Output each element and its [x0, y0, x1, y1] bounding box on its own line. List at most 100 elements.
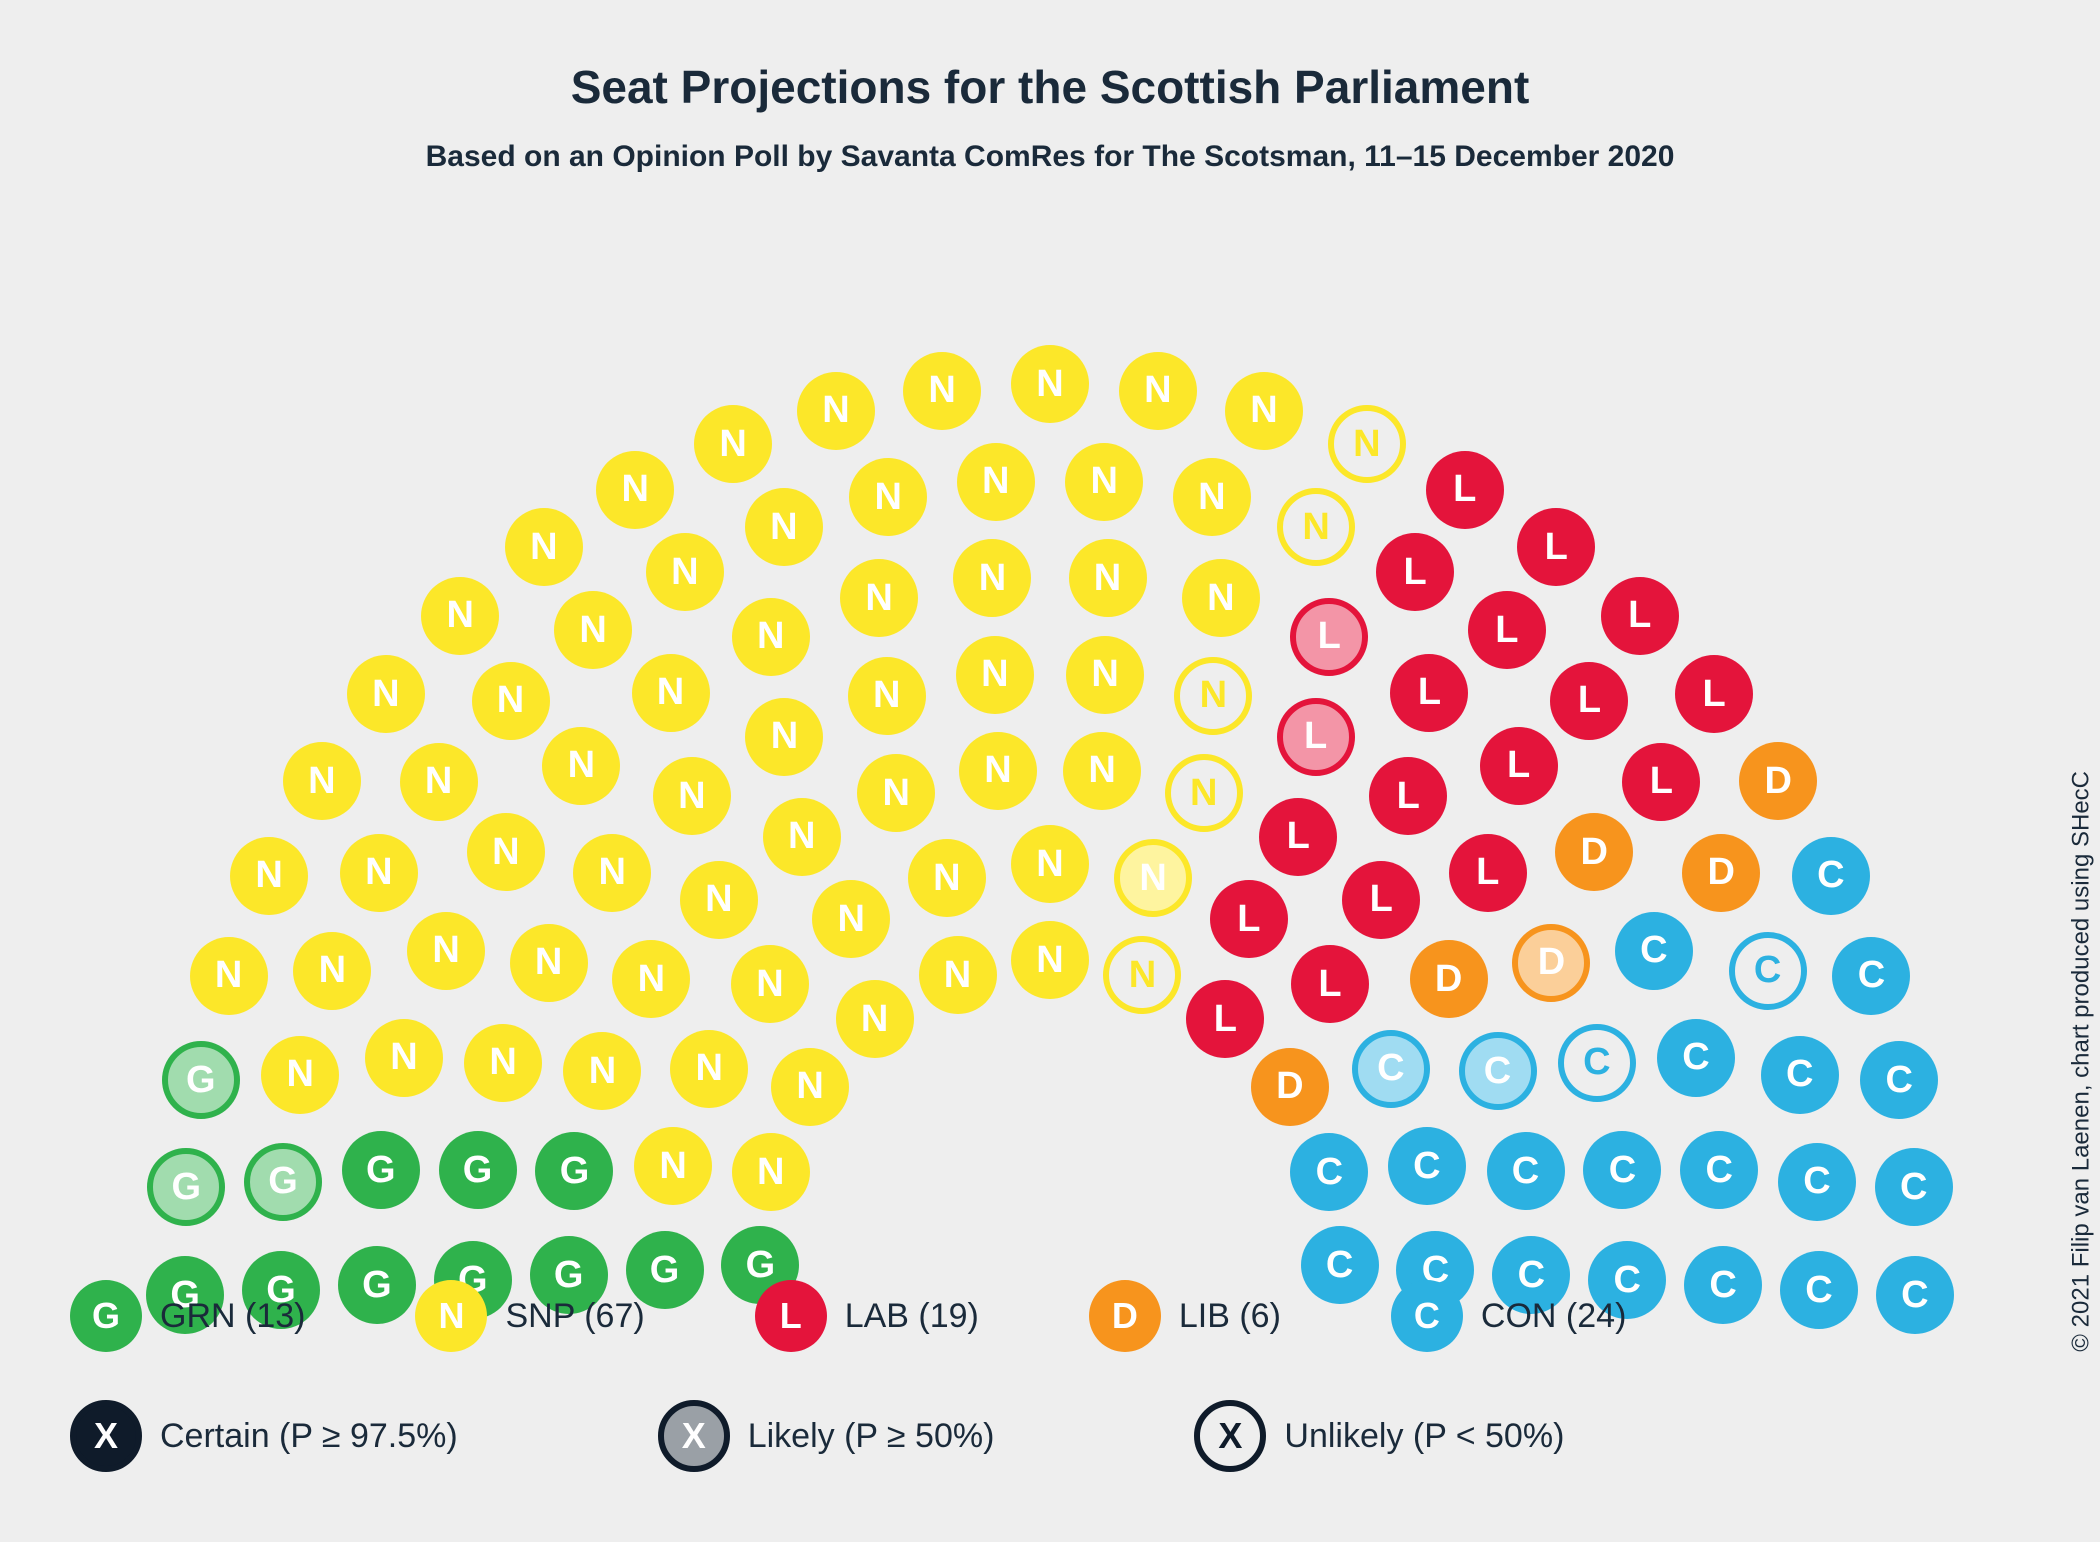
seat: N — [797, 372, 875, 450]
seat: L — [1601, 577, 1679, 655]
seat: N — [849, 458, 927, 536]
seat: N — [732, 598, 810, 676]
seat: L — [1468, 591, 1546, 669]
seat: N — [680, 861, 758, 939]
seat: C — [1657, 1019, 1735, 1097]
seat: N — [283, 742, 361, 820]
prob-legend-item: X Likely (P ≥ 50%) — [658, 1400, 995, 1472]
seat: N — [1182, 559, 1260, 637]
seat: N — [347, 655, 425, 733]
seat: N — [190, 937, 268, 1015]
seat: C — [1875, 1148, 1953, 1226]
seat: L — [1622, 743, 1700, 821]
seat: N — [857, 754, 935, 832]
seat: N — [745, 698, 823, 776]
chart-title: Seat Projections for the Scottish Parlia… — [0, 60, 2100, 114]
seat: L — [1449, 834, 1527, 912]
seat: C — [1680, 1131, 1758, 1209]
seat: N — [634, 1127, 712, 1205]
seat: C — [1388, 1127, 1466, 1205]
seat: N — [840, 559, 918, 637]
seat: N — [959, 732, 1037, 810]
seat: L — [1426, 451, 1504, 529]
prob-swatch: X — [658, 1400, 730, 1472]
seat: N — [957, 443, 1035, 521]
seat: N — [261, 1036, 339, 1114]
party-legend-label: GRN (13) — [160, 1297, 305, 1336]
seat: N — [836, 980, 914, 1058]
seat: L — [1376, 533, 1454, 611]
seat: C — [1583, 1131, 1661, 1209]
seat: C — [1487, 1132, 1565, 1210]
seat: C — [1558, 1024, 1636, 1102]
seat: N — [745, 488, 823, 566]
credit-text: © 2021 Filip van Laenen, chart produced … — [2068, 771, 2096, 1352]
party-swatch: D — [1089, 1280, 1161, 1352]
seat: N — [596, 451, 674, 529]
seat: N — [505, 508, 583, 586]
seat: N — [467, 813, 545, 891]
seat: N — [365, 1019, 443, 1097]
seat: L — [1290, 598, 1368, 676]
seat: C — [1792, 837, 1870, 915]
party-swatch: N — [415, 1280, 487, 1352]
seat: D — [1682, 834, 1760, 912]
prob-legend-item: X Certain (P ≥ 97.5%) — [70, 1400, 458, 1472]
seat: N — [612, 940, 690, 1018]
prob-swatch: X — [70, 1400, 142, 1472]
party-legend-label: LIB (6) — [1179, 1297, 1281, 1336]
seat: N — [1065, 443, 1143, 521]
seat: C — [1352, 1030, 1430, 1108]
seat: N — [653, 757, 731, 835]
seat: L — [1369, 757, 1447, 835]
seat: C — [1876, 1256, 1954, 1334]
seat: N — [771, 1048, 849, 1126]
seat: C — [1684, 1246, 1762, 1324]
prob-legend-label: Likely (P ≥ 50%) — [748, 1417, 995, 1456]
seat: G — [162, 1041, 240, 1119]
seat: D — [1555, 813, 1633, 891]
seat: N — [670, 1030, 748, 1108]
seat: D — [1410, 940, 1488, 1018]
party-legend-item: N SNP (67) — [415, 1280, 644, 1352]
prob-legend-label: Certain (P ≥ 97.5%) — [160, 1417, 458, 1456]
seat: G — [535, 1132, 613, 1210]
seat: N — [1114, 839, 1192, 917]
seat: L — [1210, 880, 1288, 958]
seat: C — [1832, 937, 1910, 1015]
party-legend-label: CON (24) — [1481, 1297, 1626, 1336]
seat: C — [1780, 1251, 1858, 1329]
seat: L — [1186, 980, 1264, 1058]
seat: N — [1011, 921, 1089, 999]
prob-legend-item: XUnlikely (P < 50%) — [1194, 1400, 1564, 1472]
party-legend-item: LLAB (19) — [755, 1280, 979, 1352]
seat: N — [407, 912, 485, 990]
seat: N — [1011, 825, 1089, 903]
seat: N — [1066, 636, 1144, 714]
seat: N — [1328, 405, 1406, 483]
seat: L — [1291, 945, 1369, 1023]
party-legend-item: D LIB (6) — [1089, 1280, 1281, 1352]
seat: N — [554, 591, 632, 669]
seat: N — [1277, 488, 1355, 566]
seat: L — [1517, 508, 1595, 586]
party-legend-label: SNP (67) — [505, 1297, 644, 1336]
seat: N — [848, 657, 926, 735]
seat: C — [1615, 912, 1693, 990]
seat: N — [573, 834, 651, 912]
seat: N — [763, 798, 841, 876]
seat: N — [632, 654, 710, 732]
seat: N — [542, 727, 620, 805]
seat: N — [1069, 539, 1147, 617]
seat: N — [812, 880, 890, 958]
seat: N — [1063, 732, 1141, 810]
probability-legend: X Certain (P ≥ 97.5%) X Likely (P ≥ 50%) XUn… — [70, 1400, 1564, 1472]
seat: N — [340, 834, 418, 912]
seat: N — [400, 743, 478, 821]
seat: N — [1173, 458, 1251, 536]
seat: N — [919, 936, 997, 1014]
seat: C — [1761, 1036, 1839, 1114]
prob-swatch: X — [1194, 1400, 1266, 1472]
party-legend-label: LAB (19) — [845, 1297, 979, 1336]
seat: L — [1390, 654, 1468, 732]
